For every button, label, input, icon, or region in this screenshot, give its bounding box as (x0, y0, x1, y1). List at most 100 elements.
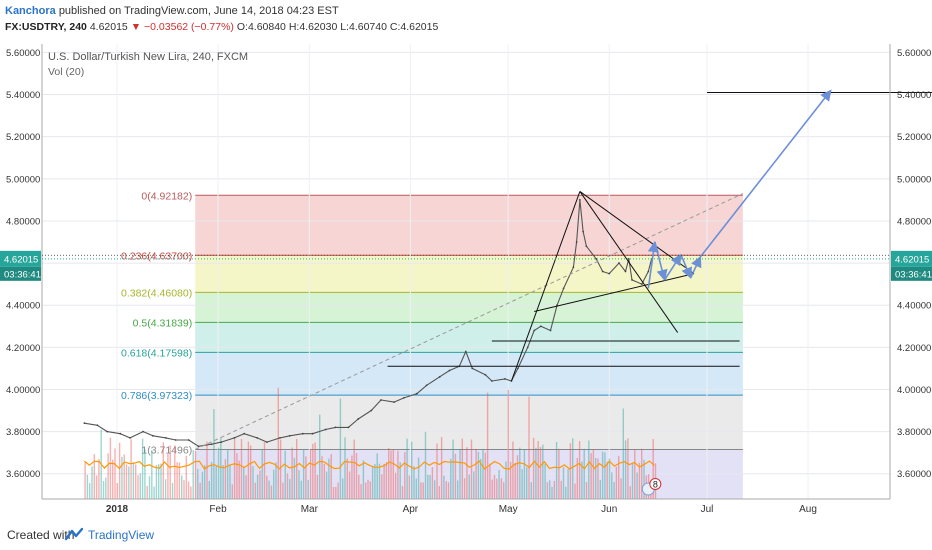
volume-bar (422, 482, 424, 499)
volume-bar (229, 464, 231, 499)
volume-bar (160, 463, 162, 499)
volume-bar (353, 439, 355, 499)
price-point (425, 384, 428, 387)
volume-bar (399, 462, 401, 499)
volume-bar (576, 458, 579, 499)
volume-bar (528, 396, 530, 499)
volume-bar (496, 478, 498, 499)
volume-bar (169, 445, 171, 499)
volume-bar (118, 442, 121, 499)
event-count-circle[interactable] (649, 478, 662, 490)
volume-bar (121, 456, 123, 499)
volume-bar (599, 479, 602, 499)
author-name[interactable]: Kanchora (5, 5, 56, 17)
projection-arrow[interactable] (680, 254, 692, 279)
x-tick-label: May (499, 504, 518, 515)
price-point (562, 287, 565, 290)
volume-bar (634, 449, 636, 499)
y-tick-label-left: 4.40000 (6, 301, 40, 312)
volume-bar (243, 467, 245, 499)
ohlc-line: FX:USDTRY, 240 4.62015 ▼ −0.03562 (−0.77… (5, 21, 438, 33)
volume-bars (84, 387, 657, 499)
dashed-trendline[interactable] (195, 193, 744, 450)
volume-bar (307, 479, 309, 499)
y-tick-label-right: 3.60000 (897, 469, 931, 480)
volume-bar (109, 437, 112, 499)
projection-arrow[interactable] (689, 255, 702, 279)
volume-bar (328, 458, 330, 499)
volume-bar (247, 441, 250, 499)
price-point (142, 430, 144, 433)
volume-bar (339, 398, 342, 499)
price-chart[interactable]: 0(4.92182) 0.236(4.63700) 0.382(4.46080) 0.… (0, 36, 932, 518)
volume-bar (289, 479, 291, 499)
fib-zone (195, 195, 743, 256)
price-point (582, 230, 585, 233)
volume-bar (321, 456, 323, 499)
volume-bar (151, 450, 153, 499)
volume-bar (620, 478, 622, 499)
volume-bar (475, 448, 477, 499)
fib-level-label: 0.618(4.17598) (121, 347, 192, 359)
price-point (174, 439, 177, 441)
volume-bar (440, 437, 443, 499)
triangle-left-edge[interactable] (510, 191, 581, 382)
volume-bar (480, 458, 482, 499)
volume-bar (454, 453, 457, 499)
volume-bar (279, 439, 282, 499)
price-point (504, 378, 506, 380)
price-point (233, 437, 236, 439)
volume-bar (595, 458, 597, 499)
volume-bar (378, 463, 381, 499)
volume-bar (484, 452, 487, 499)
volume-bar (401, 486, 404, 499)
volume-bar (240, 439, 243, 499)
volume-bar (643, 459, 645, 499)
projection-arrow[interactable] (647, 240, 659, 289)
volume-bar (578, 440, 581, 499)
price-tag-left[interactable] (0, 250, 41, 267)
price-point (187, 439, 190, 441)
volume-bar (470, 439, 473, 499)
volume-bar (316, 474, 319, 499)
volume-bar (627, 438, 629, 499)
projection-arrow-target[interactable] (699, 89, 832, 258)
volume-bar (466, 447, 468, 499)
price-point (370, 409, 373, 412)
volume-bar (365, 482, 367, 499)
trend-drawings[interactable]: 8 (195, 89, 932, 496)
falling-line[interactable] (579, 191, 679, 333)
price-point (618, 262, 620, 264)
volume-bar (539, 447, 542, 499)
y-tick-label-left: 4.20000 (6, 343, 40, 354)
volume-bar (631, 463, 634, 499)
volume-bar (337, 482, 339, 499)
price-point (572, 266, 575, 269)
fib-retracement[interactable]: 0(4.92182) 0.236(4.63700) 0.382(4.46080) 0.… (121, 190, 743, 499)
price-tag-right[interactable] (891, 250, 932, 267)
volume-bar (84, 462, 86, 499)
price-point (279, 437, 281, 439)
countdown-label: 03:36:41 (4, 269, 41, 280)
volume-bar (98, 458, 100, 499)
price-point (624, 270, 627, 273)
price-point (197, 445, 200, 448)
volume-bar (137, 475, 139, 499)
price-point (393, 401, 395, 404)
price-point (595, 257, 598, 260)
volume-bar (107, 453, 109, 499)
projection-arrow[interactable] (654, 241, 668, 282)
y-tick-label-left: 5.60000 (6, 48, 40, 59)
price-tag-label: 4.62015 (4, 254, 38, 265)
volume-bar (197, 469, 199, 499)
countdown-tag-left (0, 266, 41, 281)
tradingview-logo-icon[interactable] (64, 526, 84, 542)
volume-bar (427, 474, 429, 499)
volume-bar (447, 482, 450, 499)
tradingview-brand[interactable]: TradingView (88, 528, 155, 542)
price-point (549, 329, 552, 332)
volume-bar (141, 438, 144, 499)
volume-bar (227, 449, 229, 499)
price-point (526, 346, 529, 349)
volume-bar (93, 454, 96, 499)
